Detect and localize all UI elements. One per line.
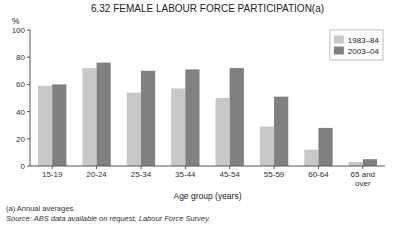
chart: 6.32 FEMALE LABOUR FORCE PARTICIPATION(a… — [0, 0, 397, 227]
x-tick — [229, 166, 230, 169]
bar — [304, 150, 318, 166]
x-tick-label: 25-34 — [131, 170, 152, 179]
legend-label: 1983–84 — [348, 36, 380, 45]
bar — [38, 86, 52, 166]
footnote: (a) Annual averages. — [6, 204, 75, 213]
x-tick — [318, 166, 319, 169]
x-tick-label: 65 andover — [351, 170, 375, 188]
x-tick-label: 15-19 — [42, 170, 63, 179]
x-tick-label: 45-54 — [219, 170, 240, 179]
y-tick-label: 20 — [16, 135, 25, 144]
bar — [82, 68, 96, 166]
x-tick — [52, 166, 53, 169]
bar — [185, 69, 199, 166]
bar — [141, 71, 155, 166]
y-label: % — [12, 16, 20, 26]
bar — [52, 84, 66, 166]
bar — [260, 127, 274, 166]
x-tick — [96, 166, 97, 169]
x-tick — [274, 166, 275, 169]
legend: 1983–84 2003–04 — [330, 30, 383, 60]
x-tick-label: 20-24 — [86, 170, 107, 179]
x-tick-label: 35-44 — [175, 170, 196, 179]
y-tick-label: 80 — [16, 53, 25, 62]
y-tick-label: 40 — [16, 108, 25, 117]
x-tick — [362, 166, 363, 169]
bars — [38, 63, 377, 166]
y-tick-label: 0 — [21, 162, 26, 171]
legend-frame — [330, 30, 383, 60]
y-tick-label: 60 — [16, 80, 25, 89]
legend-swatch — [334, 47, 344, 55]
title: 6.32 FEMALE LABOUR FORCE PARTICIPATION(a… — [91, 3, 324, 14]
bar — [349, 162, 363, 166]
bar — [171, 88, 185, 166]
bar — [274, 97, 288, 166]
legend-swatch — [334, 36, 344, 44]
x-tick-label: 60-64 — [308, 170, 329, 179]
bar — [97, 63, 111, 166]
bar — [318, 128, 332, 166]
bar — [127, 93, 141, 166]
bar — [363, 159, 377, 166]
legend-label: 2003–04 — [348, 47, 380, 56]
x-axis — [30, 166, 385, 167]
footnote: Source: ABS data available on request, L… — [6, 214, 210, 223]
bar — [230, 68, 244, 166]
x-tick — [140, 166, 141, 169]
x-tick — [185, 166, 186, 169]
x-label: Age group (years) — [173, 191, 241, 201]
x-tick-label: 55-59 — [264, 170, 285, 179]
y-axis — [30, 30, 31, 166]
y-tick-label: 100 — [12, 26, 26, 35]
bar — [215, 98, 229, 166]
